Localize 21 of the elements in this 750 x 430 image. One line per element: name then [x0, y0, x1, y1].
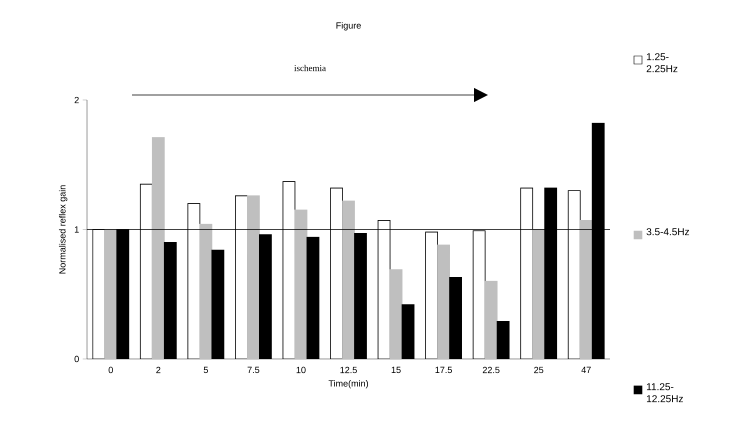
x-tick-label: 15 [392, 366, 401, 374]
x-tick-label: 0 [108, 366, 113, 374]
x-tick-label: 10 [296, 366, 306, 374]
x-tick-label: 22.5 [482, 366, 500, 374]
legend-label: 3.5-4.5Hz [646, 228, 690, 236]
y-axis-title: Normalised reflex gain [58, 185, 68, 274]
text: ischemia [294, 64, 326, 72]
x-tick-label: 7.5 [248, 366, 260, 374]
y-tick-label: 1 [74, 226, 79, 233]
legend-label: 1.25-2.25Hz [646, 53, 678, 72]
x-tick-label: 5 [204, 366, 208, 374]
x-axis-title: Time(min) [328, 380, 368, 388]
x-tick-label: 12.5 [340, 366, 357, 374]
x-tick-label: 47 [581, 366, 591, 373]
x-tick-label: 2 [156, 366, 160, 374]
chart-title: Figure [336, 22, 361, 30]
x-tick-label: 25 [534, 366, 544, 374]
y-tick-label: 2 [74, 96, 79, 104]
legend-label: 11.25-12.25Hz [646, 383, 683, 402]
y-tick-label: 0 [74, 356, 79, 362]
x-tick-label: 17.5 [436, 366, 452, 374]
